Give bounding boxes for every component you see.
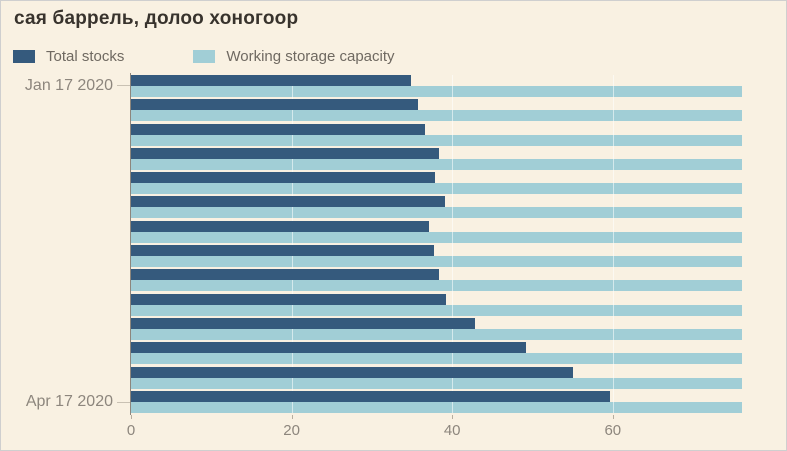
bar-pair-row — [131, 366, 747, 389]
x-axis-tick-60 — [612, 415, 614, 419]
bar-pair-row — [131, 220, 747, 243]
bar-total-stocks — [131, 123, 425, 135]
bar-total-stocks — [131, 245, 434, 257]
bar-working-storage-capacity — [131, 353, 743, 365]
bar-pair-row — [131, 317, 747, 340]
gridline-60 — [612, 75, 614, 413]
bar-working-storage-capacity — [131, 110, 743, 122]
bar-total-stocks — [131, 75, 412, 86]
bar-working-storage-capacity — [131, 401, 743, 413]
bar-rows — [131, 75, 747, 413]
legend-swatch-working-storage-capacity-icon — [193, 50, 216, 63]
y-axis-label-first: Jan 17 2020 — [24, 77, 113, 94]
legend-item-working-storage-capacity: Working storage capacity — [193, 48, 395, 65]
bar-working-storage-capacity — [131, 231, 743, 243]
legend-label-working-storage-capacity: Working storage capacity — [226, 48, 395, 65]
bar-total-stocks — [131, 293, 446, 305]
bar-pair-row — [131, 75, 747, 97]
bar-total-stocks — [131, 172, 436, 184]
plot-area: Jan 17 2020 Apr 17 2020 0 20 40 60 — [25, 73, 747, 439]
bar-working-storage-capacity — [131, 256, 743, 268]
bar-pair-row — [131, 245, 747, 268]
legend-item-total-stocks: Total stocks — [13, 48, 124, 65]
bar-working-storage-capacity — [131, 86, 743, 97]
bar-working-storage-capacity — [131, 328, 743, 340]
bar-working-storage-capacity — [131, 280, 743, 292]
bar-total-stocks — [131, 317, 475, 329]
bar-total-stocks — [131, 99, 418, 111]
x-axis-tick-label-20: 20 — [283, 422, 300, 439]
bar-total-stocks — [131, 196, 445, 208]
y-axis-label-last: Apr 17 2020 — [25, 393, 113, 410]
bar-working-storage-capacity — [131, 377, 743, 389]
x-axis-tick-0 — [131, 415, 132, 419]
bar-pair-row — [131, 269, 747, 292]
bar-working-storage-capacity — [131, 304, 743, 316]
bar-pair-row — [131, 123, 747, 146]
x-axis-tick-40 — [452, 415, 454, 419]
bar-total-stocks — [131, 269, 440, 281]
bar-working-storage-capacity — [131, 207, 743, 219]
bar-pair-row — [131, 293, 747, 316]
legend-label-total-stocks: Total stocks — [46, 48, 125, 65]
bar-working-storage-capacity — [131, 134, 743, 146]
bar-total-stocks — [131, 147, 439, 159]
legend-swatch-total-stocks-icon — [13, 50, 35, 63]
x-axis-tick-label-40: 40 — [443, 422, 461, 439]
bar-pair-row — [131, 172, 747, 195]
legend: Total stocks Working storage capacity — [13, 48, 395, 65]
bar-pair-row — [131, 390, 747, 413]
x-axis-tick-20 — [291, 415, 293, 419]
bar-pair-row — [131, 99, 747, 122]
bar-total-stocks — [131, 220, 429, 232]
bar-pair-row — [131, 342, 747, 365]
x-axis-tick-label-0: 0 — [126, 422, 136, 439]
y-axis-line — [130, 73, 131, 415]
bar-pair-row — [131, 196, 747, 219]
bar-total-stocks — [131, 390, 611, 402]
x-axis-tick-label-60: 60 — [604, 422, 622, 439]
bar-working-storage-capacity — [131, 183, 743, 195]
bar-total-stocks — [131, 342, 527, 354]
gridline-20 — [291, 75, 293, 413]
bar-total-stocks — [131, 366, 573, 378]
bar-pair-row — [131, 147, 747, 170]
y-axis-tick-bottom — [117, 402, 130, 403]
bar-working-storage-capacity — [131, 158, 743, 170]
gridline-40 — [452, 75, 454, 413]
chart-title: сая баррель, долоо хоногоор — [14, 8, 299, 29]
y-axis-tick-top — [117, 85, 130, 86]
